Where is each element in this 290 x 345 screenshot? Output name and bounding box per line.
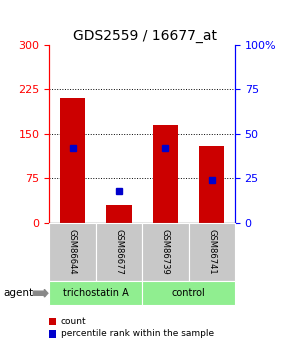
Text: GSM86739: GSM86739: [161, 229, 170, 275]
Bar: [199, 146, 224, 223]
Bar: [106, 205, 132, 223]
Text: GSM86677: GSM86677: [114, 229, 124, 275]
Text: GSM86741: GSM86741: [207, 229, 216, 275]
Text: percentile rank within the sample: percentile rank within the sample: [61, 329, 214, 338]
Text: agent: agent: [3, 288, 33, 298]
Text: trichostatin A: trichostatin A: [63, 288, 128, 298]
Bar: [153, 125, 178, 223]
Text: GSM86644: GSM86644: [68, 229, 77, 275]
Text: GDS2559 / 16677_at: GDS2559 / 16677_at: [73, 29, 217, 43]
Text: count: count: [61, 317, 86, 326]
Text: control: control: [172, 288, 205, 298]
Bar: [60, 98, 85, 223]
